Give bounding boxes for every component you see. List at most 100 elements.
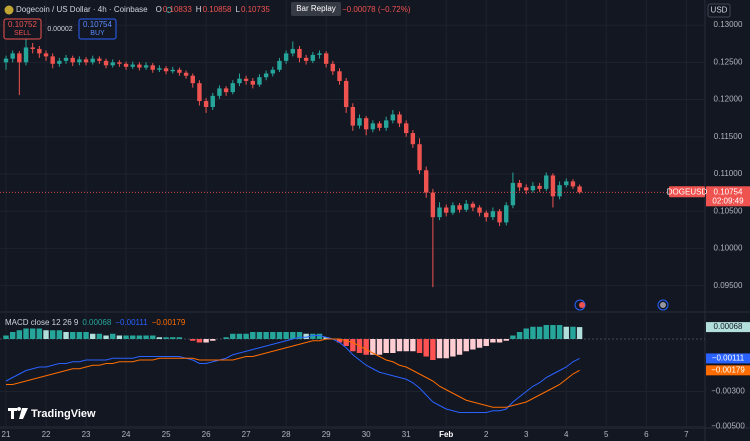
candle-body: [524, 187, 529, 191]
candle-body: [303, 57, 309, 61]
value-box: [706, 322, 750, 333]
candle-body: [130, 64, 135, 67]
x-tick-label: 2: [484, 430, 489, 439]
indicator-value: −0.00111: [115, 318, 148, 327]
candle-body: [397, 114, 402, 124]
candle-body: [337, 71, 342, 81]
histogram-bar: [543, 325, 549, 339]
ohlc-key: L: [235, 5, 240, 14]
x-tick-label: 29: [322, 430, 331, 439]
histogram-bar: [276, 332, 283, 339]
currency-button[interactable]: [707, 3, 731, 18]
candle-body: [90, 58, 95, 63]
candle-body: [484, 212, 489, 218]
candle-body: [270, 69, 275, 74]
histogram-bar: [550, 325, 556, 339]
histogram-bar: [530, 326, 536, 339]
series-last-label: −0.00179: [711, 365, 745, 374]
candle-body: [504, 205, 509, 223]
x-tick-label: 26: [202, 430, 211, 439]
sell-button[interactable]: [3, 18, 42, 40]
ohlc-value: 0.10833: [163, 5, 192, 14]
candle-body: [424, 170, 429, 193]
histogram-bar: [29, 328, 36, 339]
histogram-bar: [503, 339, 509, 341]
candle-body: [577, 186, 582, 193]
x-tick-label: 31: [402, 430, 411, 439]
histogram-bar: [456, 339, 463, 355]
candle-body: [444, 207, 449, 213]
ohlc-key: H: [196, 5, 202, 14]
candle-body: [17, 53, 22, 63]
candle-body: [403, 123, 409, 134]
histogram-bar: [303, 333, 309, 339]
candle-body: [223, 88, 229, 93]
value-box: [706, 353, 750, 364]
x-tick-label: 3: [524, 430, 529, 439]
histogram-bar: [83, 332, 89, 339]
histogram-bar: [390, 339, 396, 353]
candle-body: [143, 65, 149, 68]
candle-body: [510, 182, 516, 206]
candle-body: [377, 123, 382, 128]
plot: [0, 38, 705, 413]
histogram-bar: [570, 326, 576, 339]
candle-body: [417, 144, 422, 171]
histogram-bar: [196, 339, 203, 343]
histogram-bar: [103, 335, 109, 339]
histogram-bar: [23, 328, 29, 339]
histogram-bar: [376, 339, 383, 355]
histogram-bar: [49, 330, 56, 339]
candle-body: [70, 57, 75, 63]
candle-body: [123, 63, 129, 67]
ohlc-key: O: [156, 5, 162, 14]
candle-body: [110, 62, 115, 66]
candle-body: [3, 58, 9, 63]
sell-price: 0.10752: [8, 20, 37, 29]
candle-body: [330, 63, 336, 72]
candle-body: [23, 47, 29, 63]
histogram-bar: [63, 332, 69, 339]
histogram-bar: [70, 332, 76, 339]
buy-button[interactable]: [78, 18, 117, 40]
histogram-bar: [296, 332, 303, 339]
x-tick-label: 30: [362, 430, 371, 439]
histogram-bar: [16, 330, 23, 339]
histogram-bar: [363, 339, 369, 355]
x-tick-label: 22: [42, 430, 51, 439]
histogram-bar: [310, 333, 316, 339]
event-marker-dot: [660, 302, 666, 308]
currency-label: USD: [711, 6, 728, 15]
histogram-bar: [190, 339, 196, 341]
histogram-bar: [436, 339, 443, 359]
candle-body: [357, 118, 362, 126]
candle-body: [390, 114, 396, 121]
candle-body: [150, 65, 155, 70]
candle-body: [570, 181, 576, 187]
candle-body: [103, 60, 109, 66]
x-tick-label: 23: [82, 430, 91, 439]
candle-body: [157, 68, 162, 70]
candle-body: [257, 77, 262, 85]
symbol-box: [669, 186, 705, 198]
histogram-bar: [490, 339, 496, 343]
histogram-last-label: 0.00068: [714, 322, 743, 331]
candle-body: [297, 48, 302, 58]
candle-body: [177, 69, 182, 73]
histogram-bar: [123, 335, 129, 339]
last-price-box: [706, 186, 750, 207]
countdown-label: 02:09:49: [712, 196, 744, 205]
series-last-label: −0.00111: [712, 354, 745, 363]
histogram-bar: [236, 333, 243, 339]
y-tick-label: 0.11500: [714, 132, 743, 141]
symbol-icon: [4, 5, 14, 15]
y-tick-label: 0.11000: [714, 169, 743, 178]
histogram-bar: [370, 339, 376, 355]
histogram-bar: [336, 339, 343, 343]
x-tick-label: 28: [282, 430, 291, 439]
candle-body: [290, 48, 296, 54]
candle-body: [530, 185, 536, 191]
